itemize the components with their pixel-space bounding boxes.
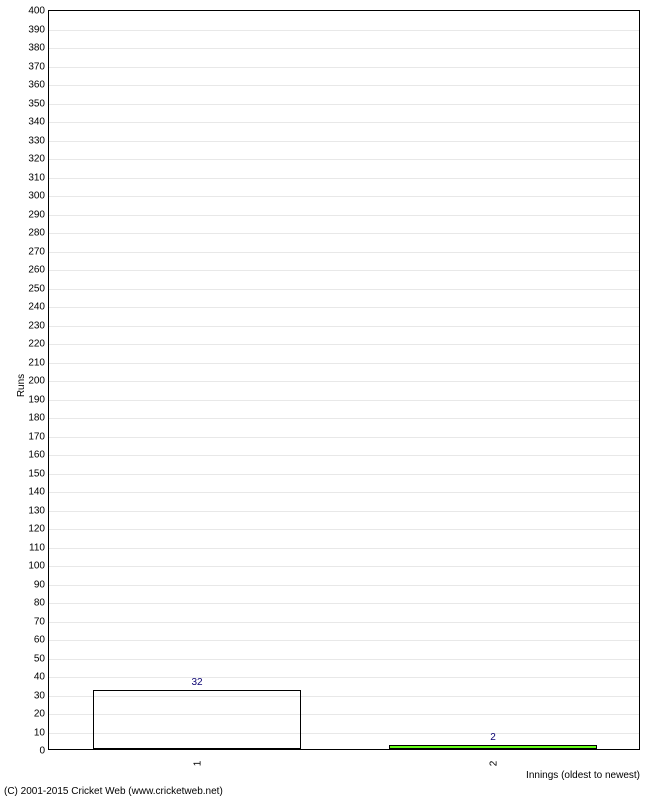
y-tick-label: 120 <box>28 524 49 535</box>
gridline <box>49 677 639 678</box>
gridline <box>49 474 639 475</box>
bar <box>93 690 300 749</box>
gridline <box>49 363 639 364</box>
y-tick-label: 360 <box>28 80 49 91</box>
gridline <box>49 326 639 327</box>
gridline <box>49 529 639 530</box>
gridline <box>49 141 639 142</box>
gridline <box>49 289 639 290</box>
gridline <box>49 233 639 234</box>
y-tick-label: 260 <box>28 265 49 276</box>
gridline <box>49 603 639 604</box>
x-tick-label: 2 <box>487 761 500 767</box>
gridline <box>49 196 639 197</box>
bar-value-label: 2 <box>490 732 496 743</box>
y-tick-label: 350 <box>28 98 49 109</box>
y-tick-label: 250 <box>28 283 49 294</box>
y-tick-label: 60 <box>34 635 49 646</box>
y-tick-label: 90 <box>34 579 49 590</box>
y-tick-label: 160 <box>28 450 49 461</box>
y-tick-label: 330 <box>28 135 49 146</box>
y-tick-label: 80 <box>34 598 49 609</box>
y-tick-label: 380 <box>28 43 49 54</box>
gridline <box>49 622 639 623</box>
chart-container: 0 10 20 30 40 50 60 70 80 90 100 110 120 130 140 150 160… <box>0 0 650 800</box>
gridline <box>49 252 639 253</box>
gridline <box>49 381 639 382</box>
gridline <box>49 640 639 641</box>
y-tick-label: 190 <box>28 394 49 405</box>
gridline <box>49 215 639 216</box>
y-tick-label: 140 <box>28 487 49 498</box>
gridline <box>49 85 639 86</box>
y-tick-label: 130 <box>28 505 49 516</box>
y-tick-label: 150 <box>28 468 49 479</box>
bar <box>389 745 596 749</box>
y-tick-label: 40 <box>34 672 49 683</box>
y-tick-label: 210 <box>28 357 49 368</box>
gridline <box>49 67 639 68</box>
y-tick-label: 100 <box>28 561 49 572</box>
gridline <box>49 48 639 49</box>
gridline <box>49 344 639 345</box>
gridline <box>49 548 639 549</box>
gridline <box>49 400 639 401</box>
y-tick-label: 320 <box>28 154 49 165</box>
y-tick-label: 290 <box>28 209 49 220</box>
y-tick-label: 280 <box>28 228 49 239</box>
gridline <box>49 307 639 308</box>
gridline <box>49 566 639 567</box>
copyright-text: (C) 2001-2015 Cricket Web (www.cricketwe… <box>4 786 223 797</box>
gridline <box>49 178 639 179</box>
plot-area: 0102030405060708090100110120130140150160… <box>48 10 640 750</box>
y-tick-label: 300 <box>28 191 49 202</box>
gridline <box>49 437 639 438</box>
x-tick-label: 1 <box>191 761 204 767</box>
y-tick-label: 10 <box>34 727 49 738</box>
y-tick-label: 200 <box>28 376 49 387</box>
y-tick-label: 30 <box>34 690 49 701</box>
y-tick-label: 50 <box>34 653 49 664</box>
y-axis-title: Runs <box>16 374 27 397</box>
y-tick-label: 220 <box>28 339 49 350</box>
gridline <box>49 30 639 31</box>
gridline <box>49 492 639 493</box>
gridline <box>49 159 639 160</box>
y-tick-label: 240 <box>28 302 49 313</box>
gridline <box>49 270 639 271</box>
y-tick-label: 390 <box>28 24 49 35</box>
gridline <box>49 585 639 586</box>
y-tick-label: 180 <box>28 413 49 424</box>
gridline <box>49 418 639 419</box>
y-tick-label: 310 <box>28 172 49 183</box>
y-tick-label: 400 <box>28 6 49 17</box>
y-tick-label: 0 <box>39 746 49 757</box>
gridline <box>49 511 639 512</box>
y-tick-label: 270 <box>28 246 49 257</box>
gridline <box>49 122 639 123</box>
y-tick-label: 70 <box>34 616 49 627</box>
y-tick-label: 20 <box>34 709 49 720</box>
y-tick-label: 370 <box>28 61 49 72</box>
bar-value-label: 32 <box>191 677 202 688</box>
gridline <box>49 659 639 660</box>
gridline <box>49 455 639 456</box>
y-tick-label: 110 <box>29 542 49 553</box>
y-tick-label: 340 <box>28 117 49 128</box>
y-tick-label: 230 <box>28 320 49 331</box>
x-axis-title: Innings (oldest to newest) <box>526 770 640 781</box>
y-tick-label: 170 <box>28 431 49 442</box>
gridline <box>49 104 639 105</box>
